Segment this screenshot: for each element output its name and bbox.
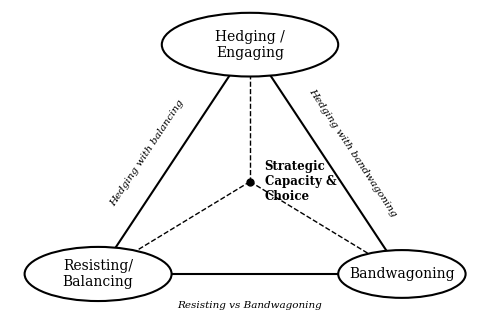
Ellipse shape — [162, 13, 338, 76]
Text: Hedging with bandwagoning: Hedging with bandwagoning — [308, 87, 398, 219]
Text: Hedging with balancing: Hedging with balancing — [108, 98, 186, 208]
Text: Bandwagoning: Bandwagoning — [349, 267, 455, 281]
Text: Resisting/
Balancing: Resisting/ Balancing — [62, 259, 134, 289]
Ellipse shape — [338, 250, 466, 298]
Ellipse shape — [24, 247, 172, 301]
Text: Hedging /
Engaging: Hedging / Engaging — [215, 30, 285, 60]
Text: Strategic
Capacity &
Choice: Strategic Capacity & Choice — [264, 160, 336, 203]
Text: Resisting vs Bandwagoning: Resisting vs Bandwagoning — [178, 301, 322, 310]
